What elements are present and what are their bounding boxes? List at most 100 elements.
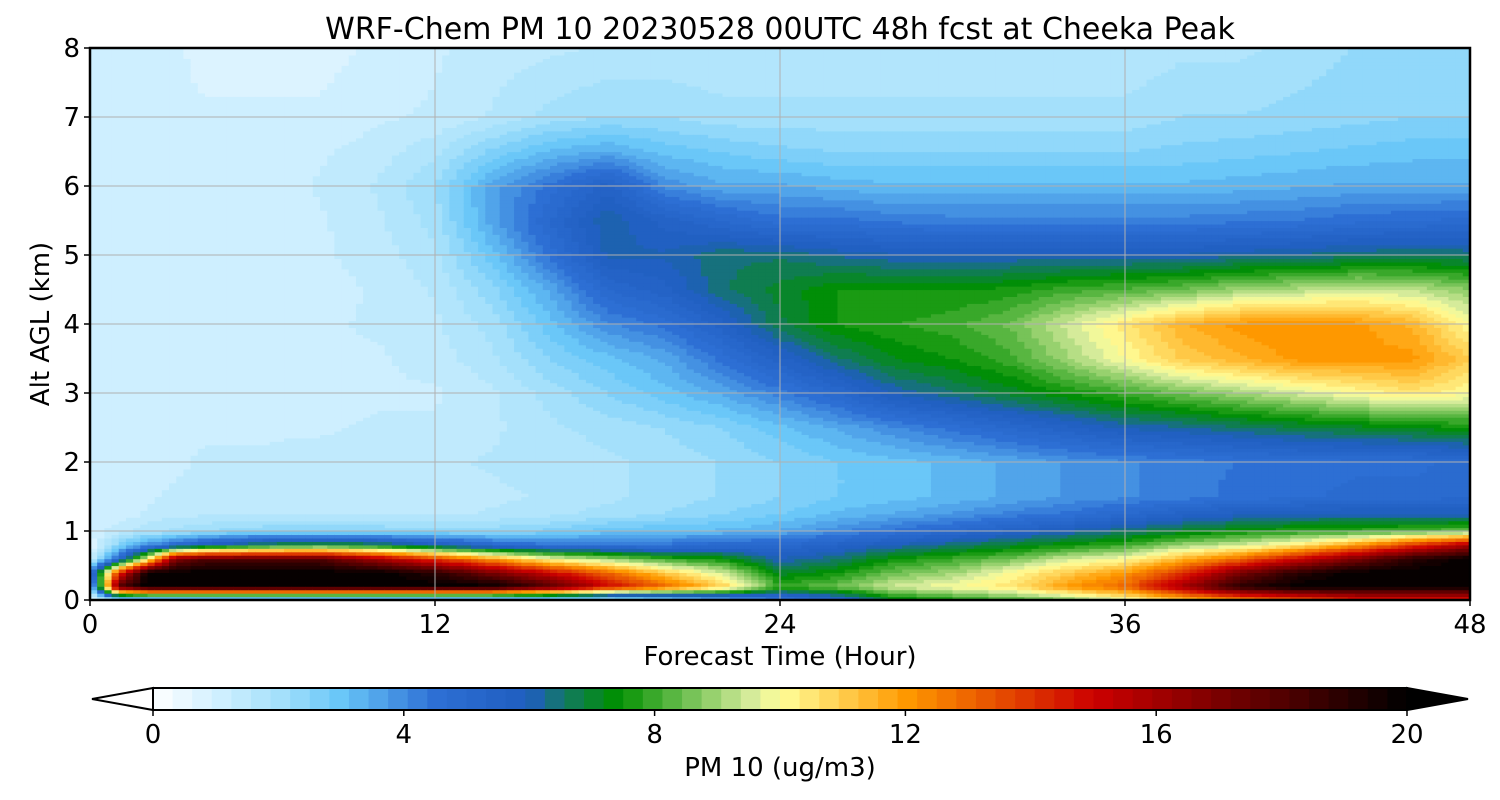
heatmap-cell [205, 472, 213, 477]
heatmap-cell [262, 75, 271, 80]
heatmap-cell [197, 251, 206, 256]
heatmap-cell [183, 558, 192, 563]
heatmap-cell [169, 396, 177, 401]
heatmap-cell [212, 503, 220, 508]
heatmap-cell [154, 537, 163, 542]
heatmap-cell [255, 496, 264, 501]
heatmap-cell [161, 248, 170, 253]
heatmap-cell [205, 493, 213, 498]
heatmap-cell [298, 103, 307, 108]
heatmap-cell [140, 220, 149, 225]
heatmap-cell [118, 148, 127, 153]
heatmap-cell [269, 117, 278, 122]
heatmap-cell [248, 220, 256, 225]
heatmap-cell [190, 265, 199, 270]
heatmap-cell [183, 358, 192, 363]
heatmap-cell [240, 275, 249, 280]
heatmap-cell [233, 199, 242, 204]
heatmap-cell [291, 89, 300, 94]
heatmap-cell [262, 527, 271, 532]
heatmap-cell [219, 68, 228, 73]
heatmap-cell [154, 92, 163, 97]
heatmap-cell [154, 596, 163, 600]
heatmap-cell [154, 268, 163, 273]
heatmap-cell [226, 448, 235, 453]
heatmap-cell [169, 579, 177, 584]
heatmap-cell [212, 375, 220, 380]
heatmap-cell [133, 551, 141, 556]
heatmap-cell [154, 255, 163, 260]
heatmap-cell [154, 582, 163, 587]
heatmap-cell [161, 255, 170, 260]
heatmap-cell [305, 96, 314, 101]
heatmap-cell [205, 299, 213, 304]
heatmap-cell [154, 272, 163, 277]
heatmap-cell [125, 82, 134, 87]
heatmap-cell [305, 296, 314, 301]
heatmap-cell [176, 134, 185, 139]
heatmap-cell [118, 455, 127, 460]
heatmap-cell [118, 579, 127, 584]
heatmap-cell [190, 220, 199, 225]
heatmap-cell [140, 468, 149, 473]
heatmap-cell [233, 375, 242, 380]
heatmap-cell [133, 399, 141, 404]
heatmap-cell [154, 413, 163, 418]
heatmap-cell [161, 317, 170, 322]
heatmap-cell [240, 544, 249, 549]
heatmap-cell [255, 427, 264, 432]
heatmap-cell [226, 458, 235, 463]
heatmap-cell [233, 499, 242, 504]
heatmap-cell [269, 48, 278, 53]
heatmap-cell [140, 289, 149, 294]
heatmap-cell [133, 255, 141, 260]
heatmap-cell [255, 272, 264, 277]
heatmap-cell [284, 310, 292, 315]
heatmap-cell [212, 506, 220, 511]
heatmap-cell [118, 127, 127, 132]
heatmap-cell [284, 355, 292, 360]
heatmap-cell [133, 506, 141, 511]
heatmap-cell [169, 520, 177, 525]
heatmap-cell [298, 172, 307, 177]
heatmap-cell [262, 217, 271, 222]
heatmap-cell [226, 241, 235, 246]
heatmap-cell [269, 92, 278, 97]
heatmap-cell [248, 268, 256, 273]
heatmap-cell [118, 103, 127, 108]
heatmap-cell [255, 296, 264, 301]
heatmap-cell [133, 189, 141, 194]
heatmap-cell [248, 361, 256, 366]
heatmap-cell [269, 496, 278, 501]
heatmap-cell [133, 444, 141, 449]
heatmap-cell [248, 544, 256, 549]
heatmap-cell [125, 513, 134, 518]
heatmap-cell [104, 317, 113, 322]
heatmap-cell [305, 582, 314, 587]
heatmap-cell [161, 113, 170, 118]
heatmap-cell [118, 551, 127, 556]
heatmap-cell [97, 586, 105, 591]
heatmap-cell [111, 486, 120, 491]
heatmap-cell [104, 475, 113, 480]
heatmap-cell [190, 217, 199, 222]
heatmap-cell [219, 468, 228, 473]
heatmap-cell [205, 555, 213, 560]
heatmap-cell [154, 541, 163, 546]
heatmap-cell [161, 186, 170, 191]
heatmap-cell [291, 517, 300, 522]
heatmap-cell [248, 472, 256, 477]
heatmap-cell [125, 589, 134, 594]
heatmap-cell [197, 220, 206, 225]
heatmap-cell [154, 327, 163, 332]
heatmap-cell [183, 279, 192, 284]
heatmap-cell [276, 134, 285, 139]
heatmap-cell [125, 89, 134, 94]
heatmap-cell [197, 406, 206, 411]
heatmap-cell [190, 527, 199, 532]
heatmap-cell [240, 310, 249, 315]
heatmap-cell [255, 582, 264, 587]
heatmap-cell [183, 513, 192, 518]
heatmap-cell [240, 103, 249, 108]
heatmap-cell [298, 137, 307, 142]
